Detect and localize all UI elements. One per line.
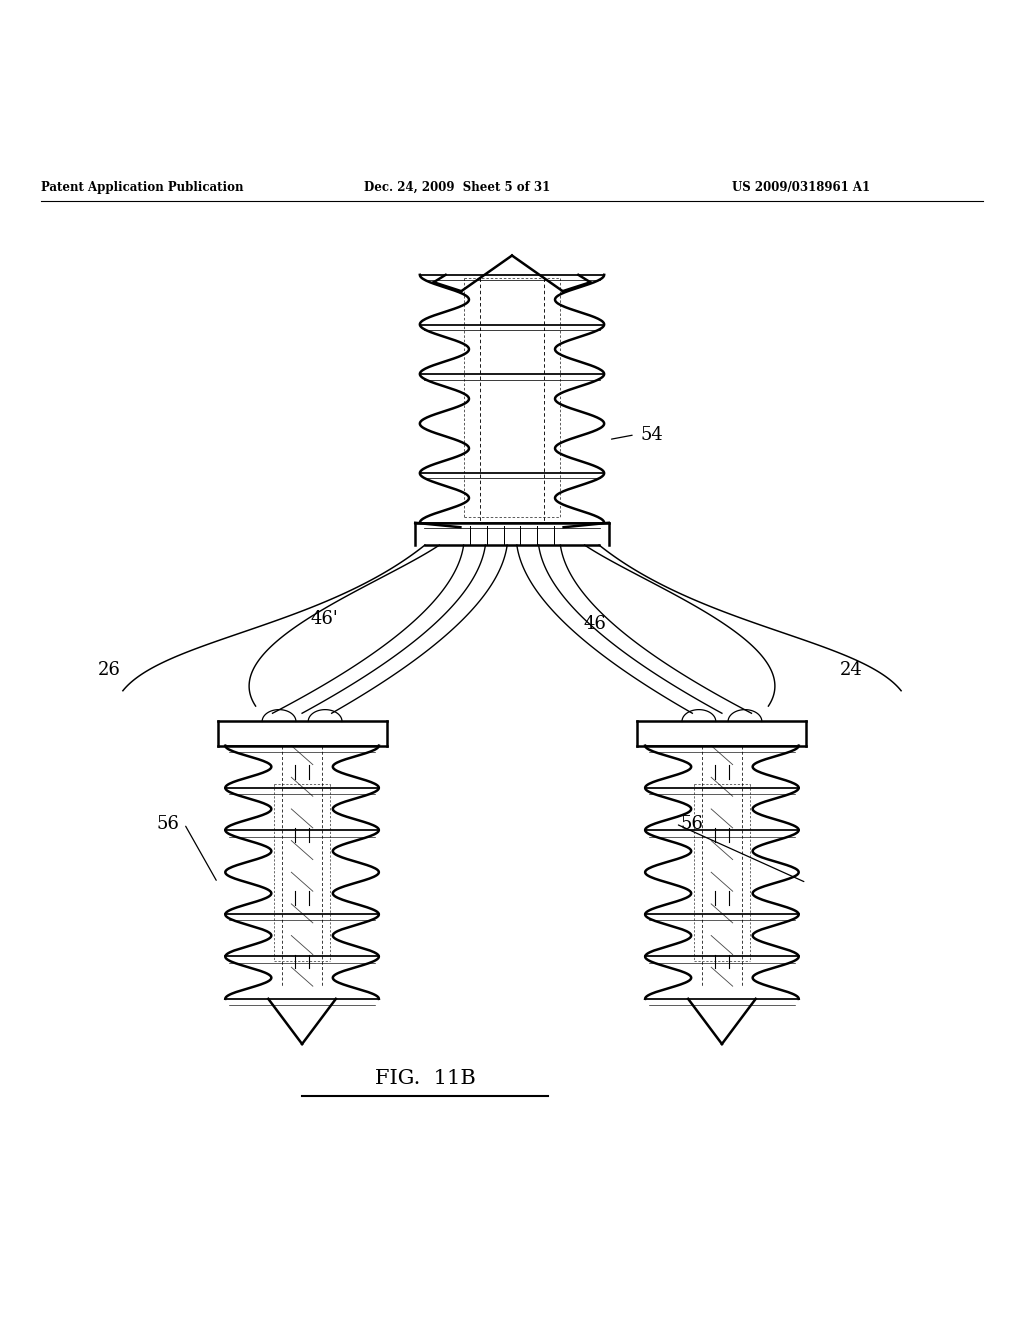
Text: Patent Application Publication: Patent Application Publication xyxy=(41,181,244,194)
Text: US 2009/0318961 A1: US 2009/0318961 A1 xyxy=(732,181,870,194)
Text: 46': 46' xyxy=(310,610,338,628)
Text: 46: 46 xyxy=(584,615,606,634)
Text: 56: 56 xyxy=(681,814,703,833)
Text: Dec. 24, 2009  Sheet 5 of 31: Dec. 24, 2009 Sheet 5 of 31 xyxy=(364,181,550,194)
Text: 24: 24 xyxy=(840,661,862,680)
Text: 54: 54 xyxy=(640,426,663,444)
Text: FIG.  11B: FIG. 11B xyxy=(375,1069,475,1088)
Text: 26: 26 xyxy=(98,661,121,680)
Text: 56: 56 xyxy=(157,814,179,833)
